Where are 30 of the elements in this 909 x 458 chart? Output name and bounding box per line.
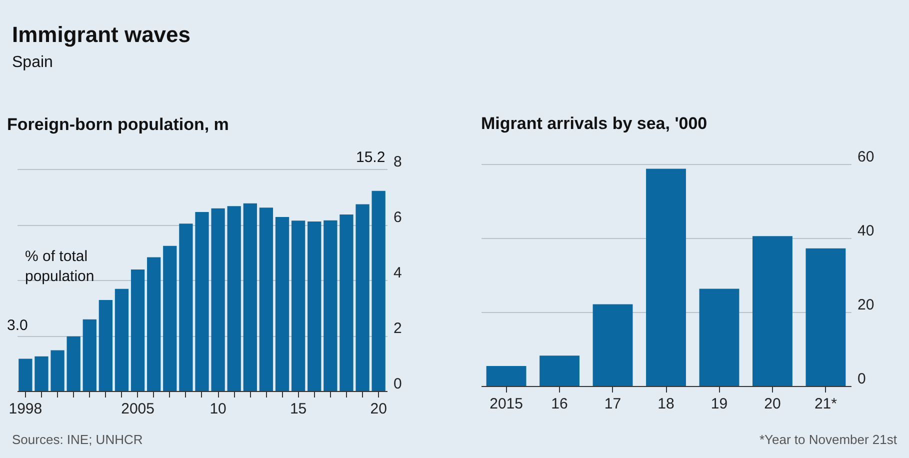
y-tick-label: 20: [858, 296, 874, 314]
y-tick-label: 0: [858, 370, 866, 388]
x-tick-label: 2015: [490, 396, 523, 412]
text: Spain: [12, 54, 54, 72]
x-tick-label: 20: [764, 396, 781, 412]
x-tick-label: 20: [370, 400, 387, 418]
x-tick-label: 21*: [814, 396, 838, 412]
x-tick-label: 2005: [121, 400, 154, 418]
x-tick-label: 16: [551, 396, 568, 412]
x-tick-label: 15: [290, 400, 307, 418]
y-tick-label: 0: [394, 376, 402, 392]
x-tick-label: 17: [604, 396, 622, 412]
text: Immigrant waves: [12, 22, 191, 48]
x-tick-label: 18: [658, 396, 674, 412]
chart-title: Migrant arrivals by sea, '000: [481, 114, 708, 133]
note-text: *Year to November 21st: [759, 432, 897, 447]
x-tick-label: 1998: [8, 400, 42, 418]
annotation: % of total population: [25, 248, 94, 285]
y-tick-label: 4: [394, 264, 402, 282]
y-tick-label: 8: [394, 154, 402, 170]
y-tick-label: 40: [858, 222, 874, 240]
x-tick-label: 19: [710, 396, 728, 412]
annotation: 3.0: [7, 316, 28, 334]
annotation: 15.2: [356, 148, 386, 166]
y-tick-label: 60: [858, 148, 874, 166]
y-tick-label: 6: [394, 209, 402, 226]
note-text: Sources: INE; UNHCR: [12, 432, 143, 447]
x-tick-label: 10: [210, 400, 226, 418]
chart-title: Foreign-born population, m: [7, 114, 229, 134]
y-tick-label: 2: [394, 320, 402, 337]
